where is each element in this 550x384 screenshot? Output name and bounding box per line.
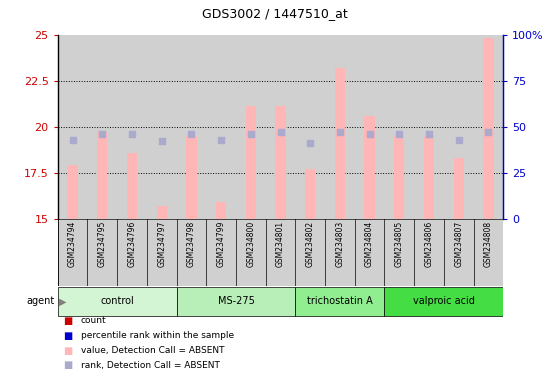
Bar bbox=[384, 287, 503, 316]
Bar bbox=[305, 169, 315, 219]
Text: GSM234797: GSM234797 bbox=[157, 221, 166, 267]
Text: ■: ■ bbox=[63, 346, 73, 356]
Text: ■: ■ bbox=[63, 331, 73, 341]
Text: GSM234796: GSM234796 bbox=[128, 221, 136, 267]
Text: agent: agent bbox=[27, 296, 55, 306]
Text: percentile rank within the sample: percentile rank within the sample bbox=[81, 331, 234, 340]
Text: value, Detection Call = ABSENT: value, Detection Call = ABSENT bbox=[81, 346, 224, 355]
Text: GSM234805: GSM234805 bbox=[395, 221, 404, 267]
Text: GSM234794: GSM234794 bbox=[68, 221, 77, 267]
Bar bbox=[444, 35, 474, 219]
Text: GSM234808: GSM234808 bbox=[484, 221, 493, 267]
Bar bbox=[295, 287, 384, 316]
Bar bbox=[424, 136, 434, 219]
Bar bbox=[454, 158, 464, 219]
Point bbox=[68, 137, 77, 143]
Text: ■: ■ bbox=[63, 361, 73, 371]
Bar bbox=[206, 35, 236, 219]
Text: GSM234799: GSM234799 bbox=[217, 221, 226, 267]
Text: GSM234801: GSM234801 bbox=[276, 221, 285, 267]
Bar bbox=[117, 35, 147, 219]
Text: GSM234806: GSM234806 bbox=[425, 221, 433, 267]
Bar bbox=[157, 206, 167, 219]
Point bbox=[306, 140, 315, 146]
Bar bbox=[266, 35, 295, 219]
Text: GSM234802: GSM234802 bbox=[306, 221, 315, 267]
Bar bbox=[394, 136, 404, 219]
Bar bbox=[474, 35, 503, 219]
Bar bbox=[127, 152, 137, 219]
Bar bbox=[177, 287, 295, 316]
Text: control: control bbox=[100, 296, 134, 306]
Text: GSM234803: GSM234803 bbox=[336, 221, 344, 267]
Point bbox=[276, 129, 285, 135]
Bar bbox=[384, 35, 414, 219]
Text: valproic acid: valproic acid bbox=[413, 296, 475, 306]
Text: GSM234798: GSM234798 bbox=[187, 221, 196, 267]
Bar bbox=[295, 35, 325, 219]
Text: GSM234807: GSM234807 bbox=[454, 221, 463, 267]
Point bbox=[157, 138, 166, 144]
Point bbox=[98, 131, 107, 137]
Bar bbox=[335, 68, 345, 219]
Bar bbox=[355, 35, 384, 219]
Point bbox=[425, 131, 433, 137]
Text: count: count bbox=[81, 316, 107, 325]
Bar bbox=[483, 38, 493, 219]
Bar bbox=[216, 202, 226, 219]
Text: trichostatin A: trichostatin A bbox=[307, 296, 373, 306]
Text: GSM234804: GSM234804 bbox=[365, 221, 374, 267]
Text: GDS3002 / 1447510_at: GDS3002 / 1447510_at bbox=[202, 8, 348, 20]
Bar bbox=[236, 35, 266, 219]
Bar bbox=[365, 116, 375, 219]
Text: ▶: ▶ bbox=[59, 296, 67, 306]
Bar bbox=[276, 106, 285, 219]
Point bbox=[246, 131, 255, 137]
Point bbox=[187, 131, 196, 137]
Text: GSM234800: GSM234800 bbox=[246, 221, 255, 267]
Bar bbox=[177, 35, 206, 219]
Bar bbox=[186, 136, 196, 219]
Bar bbox=[414, 35, 444, 219]
Point bbox=[128, 131, 136, 137]
Bar bbox=[68, 166, 78, 219]
Point bbox=[217, 137, 226, 143]
Point bbox=[484, 129, 493, 135]
Text: MS-275: MS-275 bbox=[217, 296, 255, 306]
Point bbox=[454, 137, 463, 143]
Bar bbox=[58, 35, 87, 219]
Text: ■: ■ bbox=[63, 316, 73, 326]
Point bbox=[336, 129, 344, 135]
Text: rank, Detection Call = ABSENT: rank, Detection Call = ABSENT bbox=[81, 361, 219, 370]
Bar bbox=[325, 35, 355, 219]
Bar bbox=[97, 132, 107, 219]
Point bbox=[365, 131, 374, 137]
Bar bbox=[147, 35, 177, 219]
Bar bbox=[246, 106, 256, 219]
Bar bbox=[58, 287, 177, 316]
Bar bbox=[87, 35, 117, 219]
Point bbox=[395, 131, 404, 137]
Text: GSM234795: GSM234795 bbox=[98, 221, 107, 267]
